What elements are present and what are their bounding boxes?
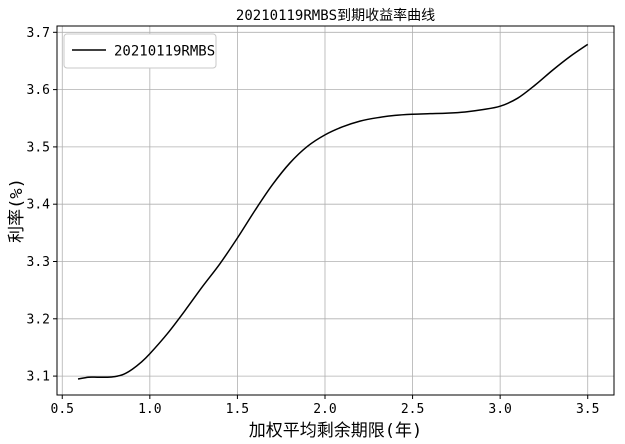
x-tick-label: 1.0	[138, 402, 161, 417]
x-tick-label: 0.5	[51, 402, 74, 417]
y-axis-label: 利率(%)	[7, 178, 27, 243]
y-tick-label: 3.1	[27, 370, 50, 385]
y-tick-label: 3.3	[27, 255, 50, 270]
legend-label: 20210119RMBS	[114, 44, 215, 60]
x-tick-label: 2.0	[313, 402, 336, 417]
plot-area-frame	[56, 25, 615, 396]
x-axis-label: 加权平均剩余期限(年)	[249, 421, 422, 441]
series-line	[77, 43, 589, 380]
y-tick-label: 3.4	[27, 198, 51, 213]
y-tick-label: 3.6	[27, 83, 50, 98]
y-tick-label: 3.5	[27, 140, 50, 155]
x-axis-ticks: 0.5 1.0 1.5 2.0 2.5 3.0 3.5	[51, 395, 599, 417]
legend-box	[63, 33, 217, 69]
x-tick-label: 2.5	[401, 402, 424, 417]
legend: 20210119RMBS	[63, 33, 217, 69]
y-axis-ticks: 3.1 3.2 3.3 3.4 3.5 3.6 3.7	[27, 26, 57, 385]
x-tick-label: 3.0	[488, 402, 511, 417]
y-tick-label: 3.7	[27, 26, 50, 41]
chart-title: 20210119RMBS到期收益率曲线	[236, 7, 435, 24]
grid-lines	[57, 26, 614, 395]
x-tick-label: 1.5	[226, 402, 249, 417]
x-tick-label: 3.5	[576, 402, 599, 417]
y-tick-label: 3.2	[27, 312, 50, 327]
series-layer	[77, 43, 589, 380]
